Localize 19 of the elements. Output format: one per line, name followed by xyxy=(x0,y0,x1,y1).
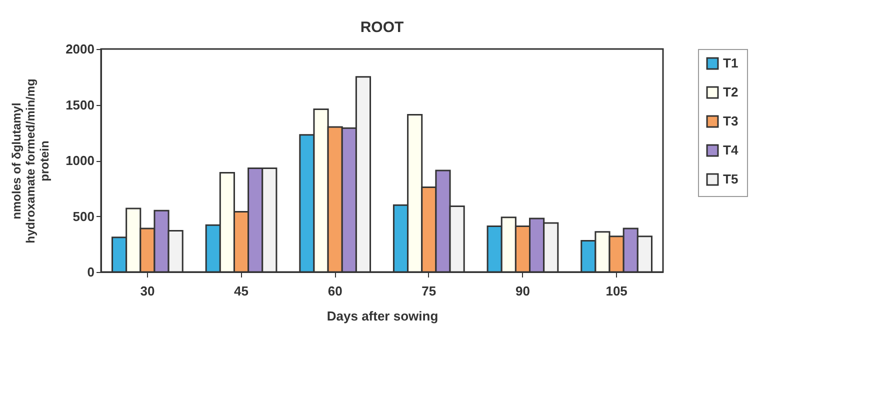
legend-label: T2 xyxy=(723,84,738,100)
x-tick-label: 30 xyxy=(140,284,155,298)
x-tick-label: 90 xyxy=(516,284,530,298)
y-tick-label: 0 xyxy=(87,264,94,280)
y-tick-label: 1000 xyxy=(66,153,94,168)
y-tick-label: 500 xyxy=(72,208,94,224)
x-tick-label: 75 xyxy=(422,284,436,298)
y-tick-label: 2000 xyxy=(66,42,94,56)
y-tick-label: 1500 xyxy=(66,97,94,112)
legend-label: T3 xyxy=(723,114,738,128)
x-tick-label: 45 xyxy=(234,284,248,298)
x-tick-label: 60 xyxy=(328,284,342,298)
legend-label: T5 xyxy=(723,172,738,186)
x-tick-label: 105 xyxy=(606,284,628,298)
y-axis-title: nmoles of δglutamyl hydroxamate formed/min/mg protein xyxy=(10,78,52,244)
legend-label: T4 xyxy=(723,142,739,158)
legend-label: T1 xyxy=(723,56,738,70)
chart-title: ROOT xyxy=(360,19,404,36)
x-axis-title: Days after sowing xyxy=(326,308,438,324)
